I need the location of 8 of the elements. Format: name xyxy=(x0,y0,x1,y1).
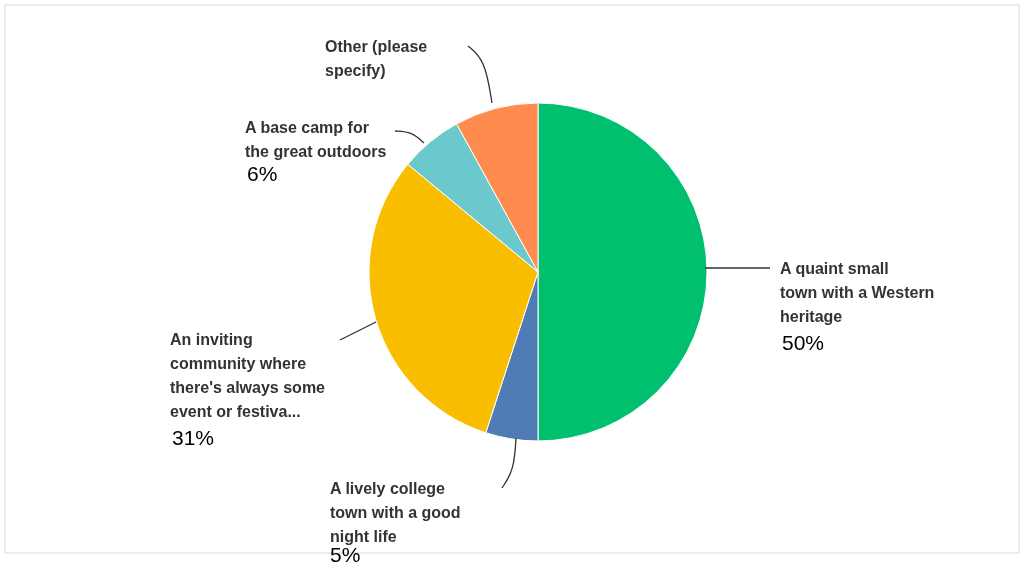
slice-label: A lively college town with a good night life xyxy=(330,480,461,545)
data-label: 50% xyxy=(782,331,825,354)
slice-label: Other (please specify) xyxy=(325,38,428,79)
data-label: 6% xyxy=(247,162,278,185)
slice-label: A base camp for the great outdoors xyxy=(245,119,387,160)
data-label: 31% xyxy=(172,426,215,449)
slice-label: A quaint small town with a Western heritage xyxy=(780,260,935,325)
slice-label: An inviting community where there's always some event or festiva... xyxy=(170,331,326,420)
